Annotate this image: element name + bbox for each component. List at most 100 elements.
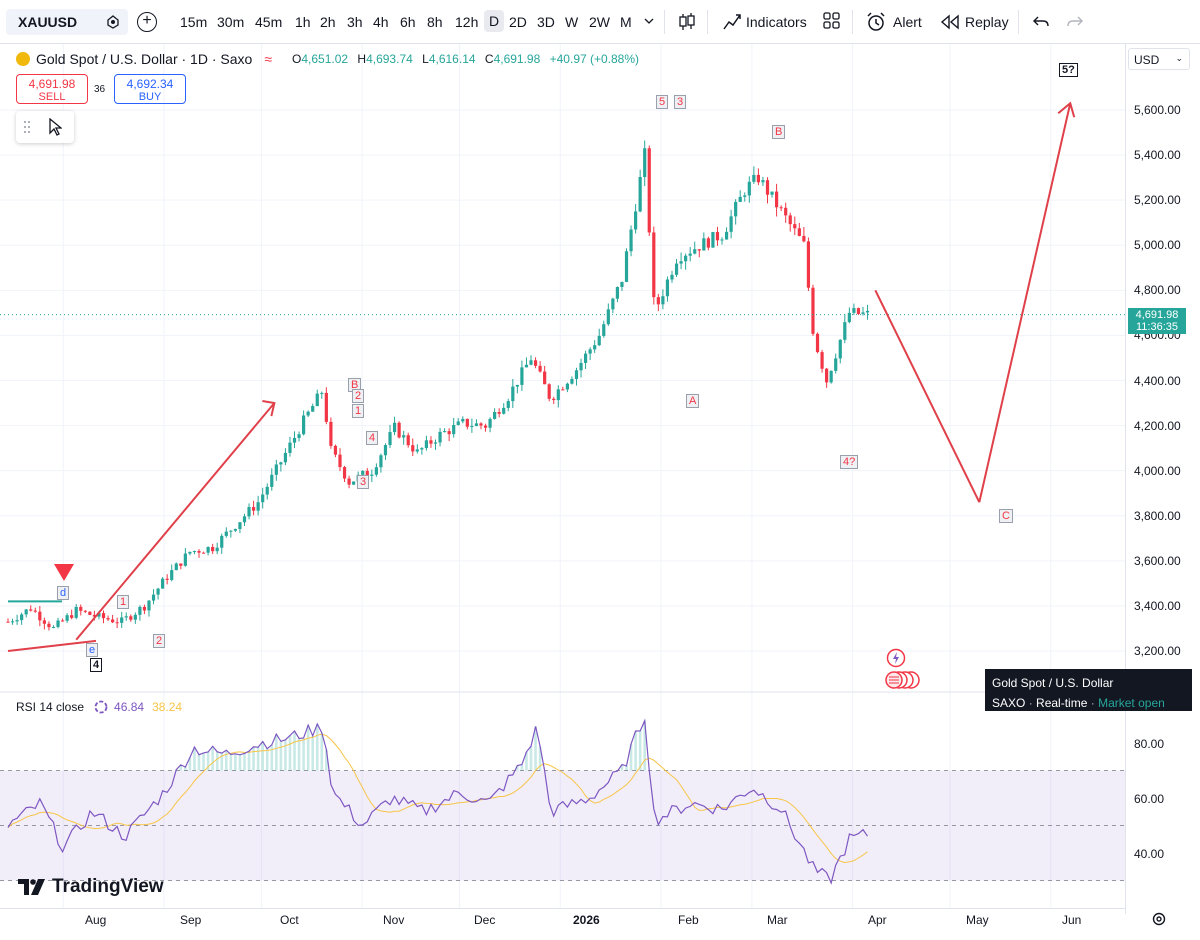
candle-body xyxy=(488,418,492,428)
wave-label-4-minor[interactable]: 4 xyxy=(366,431,379,445)
rsi-settings-icon[interactable] xyxy=(94,700,108,714)
tf-6h[interactable]: 6h xyxy=(400,14,416,30)
candle-body xyxy=(543,371,547,385)
tf-4h[interactable]: 4h xyxy=(373,14,389,30)
price-axis-label: 5,200.00 xyxy=(1134,193,1181,208)
candle-body xyxy=(215,547,219,552)
wave-label-d[interactable]: d xyxy=(57,586,70,600)
rsi-title: RSI 14 close xyxy=(16,700,85,714)
tf-2h[interactable]: 2h xyxy=(320,14,336,30)
candle-body xyxy=(697,249,701,251)
tf-12h[interactable]: 12h xyxy=(455,14,479,30)
wave-label-5[interactable]: 5 xyxy=(656,95,669,109)
candle-body xyxy=(643,148,647,178)
candle-body xyxy=(106,618,110,620)
candle-body xyxy=(42,620,46,624)
tf-15m[interactable]: 15m xyxy=(180,14,208,30)
alert-button[interactable]: Alert xyxy=(893,14,922,30)
wave-label-3[interactable]: 3 xyxy=(674,95,687,109)
candle-body xyxy=(261,494,265,503)
candle-body xyxy=(815,333,820,353)
wave-label-b[interactable]: B xyxy=(772,125,786,139)
wave-label-4[interactable]: 4 xyxy=(90,658,103,672)
candle-body xyxy=(438,431,442,443)
tf-2d[interactable]: 2D xyxy=(509,14,527,30)
tf-45m[interactable]: 45m xyxy=(255,14,283,30)
wave-label-e[interactable]: e xyxy=(86,643,99,657)
candle-body xyxy=(743,195,747,197)
chevron-down-icon[interactable] xyxy=(644,18,654,26)
candle-body xyxy=(852,308,856,313)
economic-events-icon[interactable] xyxy=(885,670,921,690)
rsi-ma-line xyxy=(7,733,868,864)
price-axis[interactable] xyxy=(1125,44,1200,914)
wave-label-1[interactable]: 1 xyxy=(117,595,130,609)
candle-body xyxy=(279,462,283,465)
candle-body xyxy=(238,522,242,530)
buy-button[interactable]: 4,692.34 BUY xyxy=(114,74,186,104)
candle-body xyxy=(97,613,101,617)
candle-body xyxy=(242,516,247,523)
lightning-event-icon[interactable] xyxy=(886,648,906,668)
candle-body xyxy=(224,531,228,536)
drag-handle-icon[interactable] xyxy=(23,119,31,135)
alarm-clock-icon[interactable] xyxy=(866,12,886,32)
projection-arrowhead xyxy=(262,400,276,417)
wave-label-3-minor[interactable]: 3 xyxy=(357,475,370,489)
candle-body xyxy=(788,215,792,225)
rsi-value: 46.84 xyxy=(114,700,145,714)
rsi-legend: RSI 14 close 46.84 38.24 xyxy=(16,700,182,714)
sell-button[interactable]: 4,691.98 SELL xyxy=(16,74,88,104)
indicators-icon[interactable] xyxy=(722,12,742,32)
price-chart[interactable] xyxy=(0,44,1125,908)
open-value: 4,651.02 xyxy=(301,52,349,66)
candle-body xyxy=(656,297,660,305)
down-marker-icon[interactable] xyxy=(53,562,75,582)
candle-body xyxy=(479,423,483,426)
tf-3h[interactable]: 3h xyxy=(347,14,363,30)
cursor-arrow-icon[interactable] xyxy=(48,118,62,136)
compare-icon[interactable] xyxy=(106,15,120,29)
candle-body xyxy=(88,611,92,615)
candle-body xyxy=(138,606,142,615)
wave-label-5q[interactable]: 5? xyxy=(1059,63,1078,77)
redo-icon[interactable] xyxy=(1066,14,1084,30)
rewind-icon[interactable] xyxy=(940,14,960,30)
divider xyxy=(1018,10,1019,34)
symbol-search[interactable]: XAUUSD xyxy=(6,9,128,35)
replay-button[interactable]: Replay xyxy=(965,14,1009,30)
wave-label-2[interactable]: 2 xyxy=(153,634,166,648)
tf-8h[interactable]: 8h xyxy=(427,14,443,30)
add-symbol-button[interactable]: + xyxy=(137,12,157,32)
candle-body xyxy=(47,623,51,628)
wave-label-c[interactable]: C xyxy=(999,509,1013,523)
wave-label-2-minor[interactable]: 2 xyxy=(352,389,365,403)
candle-body xyxy=(529,360,533,365)
candle-body xyxy=(329,421,333,446)
candle-body xyxy=(379,455,383,468)
time-label: Apr xyxy=(868,913,887,927)
candle-body xyxy=(60,620,65,622)
candle-body xyxy=(779,207,783,209)
tf-2w[interactable]: 2W xyxy=(589,14,610,30)
wave-label-a[interactable]: A xyxy=(686,394,700,408)
chevron-down-icon: ⌄ xyxy=(1175,53,1183,63)
tf-1h[interactable]: 1h xyxy=(295,14,311,30)
tf-d[interactable]: D xyxy=(484,10,505,32)
candle-body xyxy=(452,424,456,435)
tf-30m[interactable]: 30m xyxy=(217,14,245,30)
candle-body xyxy=(179,563,183,566)
candle-body xyxy=(688,253,692,256)
gear-icon[interactable] xyxy=(1151,911,1167,927)
wave-label-1-minor[interactable]: 1 xyxy=(352,404,365,418)
tf-m[interactable]: M xyxy=(620,14,632,30)
tf-w[interactable]: W xyxy=(565,14,579,30)
undo-icon[interactable] xyxy=(1032,14,1050,30)
indicators-button[interactable]: Indicators xyxy=(746,14,807,30)
candles-icon[interactable] xyxy=(678,12,696,32)
wave-label-4q[interactable]: 4? xyxy=(840,455,859,469)
currency-select[interactable]: USD ⌄ xyxy=(1128,48,1190,70)
layout-grid-icon[interactable] xyxy=(823,12,841,30)
price-axis-label: 4,200.00 xyxy=(1134,418,1181,433)
tf-3d[interactable]: 3D xyxy=(537,14,555,30)
